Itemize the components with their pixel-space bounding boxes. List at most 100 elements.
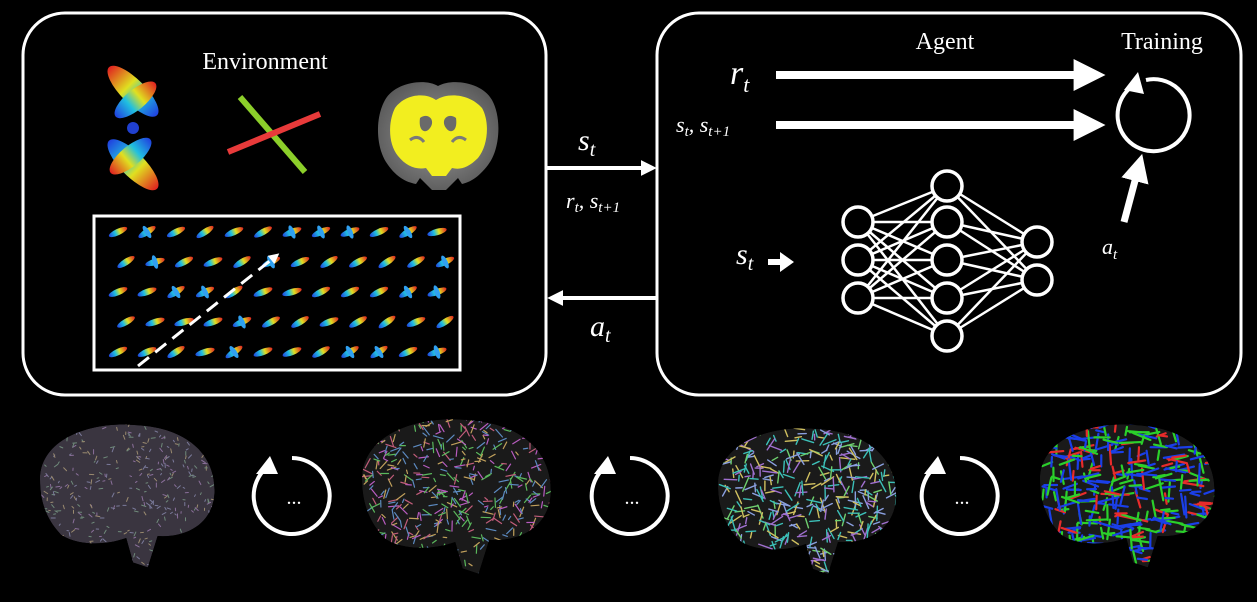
odf-glyph xyxy=(340,286,360,298)
odf-glyph xyxy=(427,285,447,299)
brain-slice-icon xyxy=(377,82,499,190)
training-title: Training xyxy=(1121,29,1203,55)
odf-glyph xyxy=(436,315,454,329)
nn-edge xyxy=(946,240,1038,300)
odf-glyph xyxy=(282,347,302,357)
environment-title: Environment xyxy=(202,49,328,75)
odf-glyph xyxy=(137,347,157,357)
odf-glyph xyxy=(167,285,185,299)
odf-glyph xyxy=(167,345,185,359)
odf-field-panel xyxy=(92,214,462,372)
odf-glyph xyxy=(174,256,194,268)
nn-edge xyxy=(946,184,1038,244)
odf-glyph xyxy=(427,345,447,359)
reward-next-state-label: rt, st+1 xyxy=(566,188,620,216)
loop-label-2: ... xyxy=(625,487,640,509)
tracking-path xyxy=(137,253,280,368)
odf-glyph xyxy=(369,286,389,298)
odf-glyph xyxy=(262,316,280,328)
agent-input-label: st xyxy=(736,238,754,275)
odf-glyph xyxy=(311,225,331,239)
odf-glyph xyxy=(117,255,135,269)
agent-reward-label: rt xyxy=(730,55,750,97)
odf-glyph xyxy=(166,226,186,238)
odf-glyph xyxy=(349,316,367,328)
nn-node xyxy=(1020,225,1054,259)
state-label: st xyxy=(578,124,596,161)
odf-glyph xyxy=(138,225,156,239)
odf-glyph xyxy=(398,346,418,358)
odf-glyph-icon xyxy=(107,65,159,191)
odf-glyph xyxy=(340,225,360,239)
odf-glyph xyxy=(108,226,128,238)
nn-node xyxy=(841,243,875,277)
odf-glyph xyxy=(145,255,165,269)
loop-icon-3 xyxy=(919,456,1000,536)
odf-glyph xyxy=(312,346,330,358)
odf-glyph xyxy=(282,225,302,239)
odf-glyph xyxy=(369,227,389,237)
odf-glyph xyxy=(145,317,165,327)
action-label: at xyxy=(590,310,611,347)
odf-glyph xyxy=(203,317,223,327)
odf-glyph xyxy=(282,287,302,297)
nn-node xyxy=(930,319,964,353)
odf-glyph xyxy=(137,287,157,297)
nn-node xyxy=(841,205,875,239)
agent-action-label: at xyxy=(1102,234,1118,263)
nn-edge xyxy=(857,185,948,261)
nn-node xyxy=(1020,263,1054,297)
brain-iteration-3 xyxy=(718,428,897,574)
nn-node xyxy=(930,205,964,239)
odf-glyph xyxy=(232,315,252,329)
nn-node xyxy=(930,281,964,315)
odf-glyph xyxy=(196,225,214,239)
nn-node xyxy=(841,281,875,315)
brain-iteration-2 xyxy=(362,419,551,574)
odf-glyph xyxy=(427,227,447,237)
loop-icon-2 xyxy=(589,456,670,536)
neural-network xyxy=(841,169,1054,353)
loop-label-1: ... xyxy=(287,487,302,509)
nn-edge xyxy=(857,221,948,299)
agent-states-label: st, st+1 xyxy=(676,112,730,140)
odf-glyph xyxy=(195,347,215,357)
loop-label-3: ... xyxy=(955,487,970,509)
odf-glyph xyxy=(108,346,128,358)
brain-iteration-4 xyxy=(1040,424,1215,568)
odf-glyph xyxy=(254,226,272,238)
odf-glyph xyxy=(203,257,223,267)
nn-edge xyxy=(946,241,1038,337)
odf-glyph xyxy=(224,227,244,237)
odf-glyph xyxy=(291,316,309,328)
odf-glyph xyxy=(225,285,243,299)
brain-iteration-1 xyxy=(40,424,215,568)
odf-glyph xyxy=(320,256,338,268)
odf-glyph xyxy=(378,255,396,269)
crossing-fibers-icon xyxy=(226,95,322,174)
odf-glyph xyxy=(399,285,417,299)
odf-glyph xyxy=(407,256,425,268)
nn-edge xyxy=(946,278,1038,338)
odf-glyph xyxy=(195,285,215,299)
odf-glyph xyxy=(174,317,194,327)
odf-glyph xyxy=(290,256,310,268)
odf-glyph xyxy=(108,287,128,297)
nn-node xyxy=(930,169,964,203)
odf-glyph xyxy=(225,345,243,359)
odf-glyph xyxy=(349,256,367,268)
odf-field xyxy=(108,225,455,359)
environment-box xyxy=(21,11,548,397)
odf-glyph xyxy=(406,317,426,327)
agent-title: Agent xyxy=(916,29,975,55)
nn-node xyxy=(930,243,964,277)
odf-glyph xyxy=(311,286,331,298)
training-loop-icon xyxy=(1115,72,1192,154)
odf-glyph xyxy=(370,345,388,359)
odf-glyph xyxy=(233,256,251,268)
odf-glyph xyxy=(341,345,359,359)
odf-glyph xyxy=(378,315,396,329)
odf-glyph xyxy=(435,255,455,269)
nn-edge xyxy=(857,185,948,299)
